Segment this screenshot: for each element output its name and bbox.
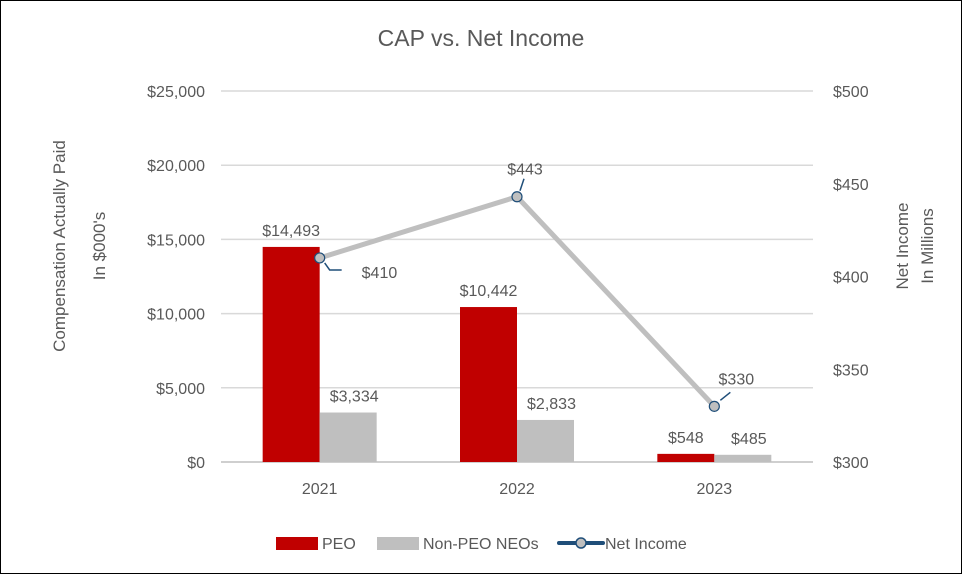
- bar-peo: [460, 307, 517, 462]
- data-label-non-peo: $3,334: [330, 389, 379, 406]
- y-tick-right: $500: [833, 84, 869, 101]
- leader-line: [324, 262, 342, 271]
- leader-line: [519, 178, 525, 191]
- x-tick-label: 2023: [697, 481, 733, 498]
- data-label-peo: $548: [668, 430, 704, 447]
- y-axis-left-label-1: Compensation Actually Paid: [50, 140, 69, 352]
- y-axis-right-label-2: In Millions: [918, 208, 937, 284]
- y-tick-right: $350: [833, 362, 869, 379]
- y-tick-left: $5,000: [156, 381, 205, 398]
- x-tick-label: 2022: [499, 481, 535, 498]
- bar-non-peo: [319, 412, 377, 462]
- legend: PEO Non-PEO NEOs Net Income: [276, 536, 687, 553]
- leader-line: [719, 391, 731, 401]
- data-label-peo: $14,493: [262, 223, 320, 240]
- data-label-net-income: $330: [719, 371, 755, 388]
- bar-peo: [262, 246, 320, 462]
- y-tick-left: $10,000: [147, 307, 205, 324]
- legend-swatch-non-peo: [377, 537, 419, 550]
- legend-label-net-income: Net Income: [605, 536, 687, 553]
- x-tick-label: 2021: [302, 481, 338, 498]
- legend-label-non-peo: Non-PEO NEOs: [423, 536, 539, 553]
- legend-swatch-peo: [276, 537, 318, 550]
- y-tick-left: $15,000: [147, 232, 205, 249]
- y-tick-right: $450: [833, 177, 869, 194]
- legend-marker-net-income: [575, 537, 587, 549]
- marker-net-income: [511, 191, 523, 203]
- y-axis-right-label-1: Net Income: [893, 203, 912, 290]
- bar-peo: [657, 453, 715, 462]
- y-axis-left-label-2: In $000's: [90, 212, 109, 280]
- data-label-net-income: $443: [507, 162, 543, 179]
- bar-non-peo: [517, 419, 574, 462]
- y-tick-left: $20,000: [147, 158, 205, 175]
- legend-label-peo: PEO: [322, 536, 356, 553]
- data-label-non-peo: $485: [731, 431, 767, 448]
- marker-net-income: [314, 252, 326, 264]
- marker-net-income: [708, 400, 720, 412]
- y-tick-left: $25,000: [147, 84, 205, 101]
- y-tick-left: $0: [187, 455, 205, 472]
- chart-title: CAP vs. Net Income: [378, 25, 585, 51]
- bar-non-peo: [714, 454, 772, 462]
- y-tick-right: $300: [833, 455, 869, 472]
- data-label-peo: $10,442: [460, 283, 518, 300]
- data-label-non-peo: $2,833: [527, 396, 576, 413]
- data-label-net-income: $410: [362, 265, 398, 282]
- y-tick-right: $400: [833, 270, 869, 287]
